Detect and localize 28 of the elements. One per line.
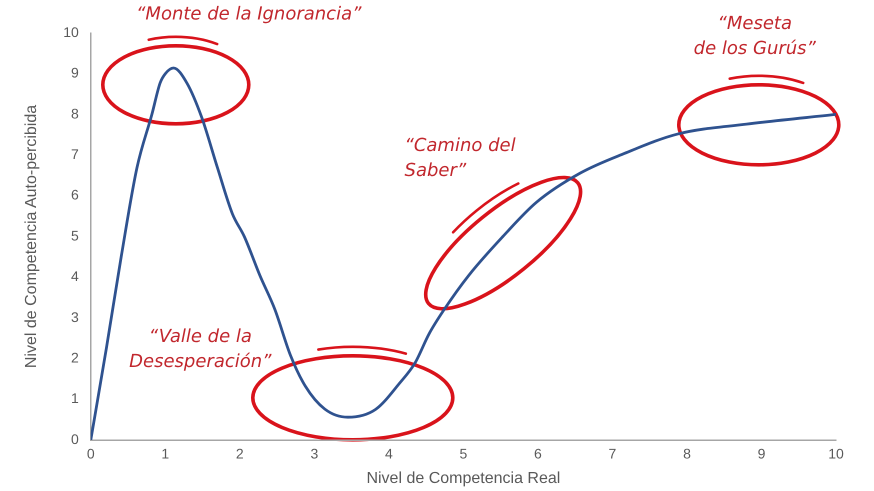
x-tick-label: 10 bbox=[828, 445, 844, 462]
annotation: “Meseta de los Gurús” bbox=[694, 12, 817, 59]
text: “Monte de la Ignorancia” bbox=[136, 3, 362, 24]
y-tick-label: 9 bbox=[70, 64, 79, 81]
annotation: “Camino del Saber” bbox=[404, 134, 516, 181]
x-tick-label: 0 bbox=[86, 445, 95, 462]
x-axis-title: Nivel de Competencia Real bbox=[366, 470, 560, 487]
y-tick-label: 8 bbox=[70, 105, 79, 122]
y-tick-label: 3 bbox=[70, 308, 79, 325]
x-tick-label: 3 bbox=[310, 445, 318, 462]
y-tick-label: 4 bbox=[70, 268, 79, 284]
x-tick-label: 6 bbox=[534, 445, 542, 462]
x-tick-label: 1 bbox=[161, 445, 170, 462]
annotation: “Valle de la Desesperación” bbox=[129, 326, 272, 372]
y-tick-label: 5 bbox=[70, 227, 79, 244]
y-axis-title: Nivel de Competencia Auto-percibida bbox=[23, 104, 40, 368]
x-tick-label: 2 bbox=[236, 445, 244, 462]
y-tick-label: 0 bbox=[70, 430, 79, 447]
y-tick-label: 1 bbox=[70, 390, 79, 406]
x-tick-label: 8 bbox=[683, 445, 692, 462]
y-tick-label: 10 bbox=[63, 24, 79, 40]
x-tick-label: 7 bbox=[608, 445, 617, 462]
y-tick-label: 6 bbox=[70, 186, 79, 203]
x-tick-label: 4 bbox=[384, 445, 393, 462]
y-tick-label: 2 bbox=[70, 349, 79, 366]
x-tick-label: 9 bbox=[758, 445, 766, 462]
x-tick-label: 5 bbox=[459, 445, 468, 462]
y-tick-label: 7 bbox=[70, 146, 79, 162]
